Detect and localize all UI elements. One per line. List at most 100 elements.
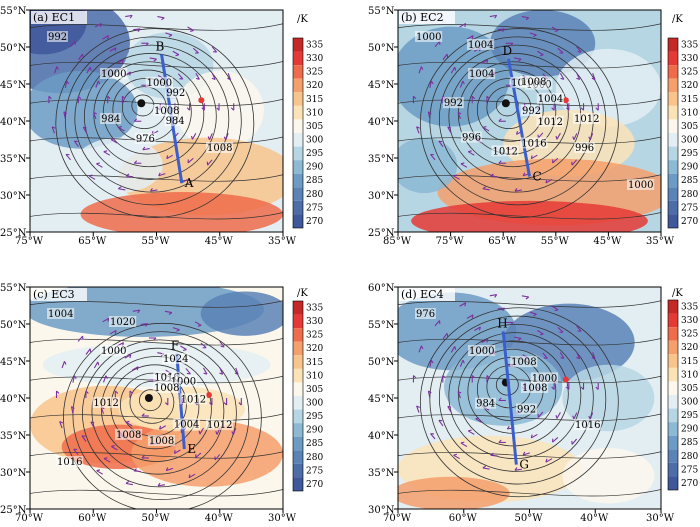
colorbar-swatch bbox=[668, 422, 678, 436]
cyclone-center-marker bbox=[502, 99, 510, 107]
colorbar-level-label: 310 bbox=[681, 370, 698, 380]
colorbar-level-label: 320 bbox=[681, 81, 698, 91]
storm-marker bbox=[198, 97, 204, 103]
colorbar-unit-label: /K bbox=[672, 14, 683, 25]
colorbar-level-label: 285 bbox=[306, 176, 323, 186]
colorbar-swatch bbox=[668, 449, 678, 463]
colorbar-swatch bbox=[293, 464, 303, 478]
section-end-label: G bbox=[519, 458, 529, 472]
colorbar-swatch bbox=[293, 410, 303, 424]
lat-label: 40°N bbox=[368, 117, 395, 128]
lon-label: 35°W bbox=[646, 236, 675, 247]
colorbar-unit-label: /K bbox=[297, 14, 308, 25]
colorbar-swatch bbox=[668, 187, 678, 201]
colorbar-swatch bbox=[668, 436, 678, 450]
lat-label: 50°N bbox=[368, 43, 395, 54]
lon-label: 65°W bbox=[488, 236, 517, 247]
lat-label: 40°N bbox=[0, 394, 27, 405]
lat-label: 60°N bbox=[368, 283, 395, 294]
lat-label: 35°N bbox=[368, 154, 395, 165]
theta-field-region bbox=[24, 71, 138, 149]
colorbar: 3353303253203153103053002952902852802752… bbox=[668, 14, 698, 228]
colorbar-level-label: 275 bbox=[681, 203, 698, 213]
colorbar-swatch bbox=[293, 214, 303, 228]
colorbar-swatch bbox=[293, 382, 303, 396]
lat-label: 55°N bbox=[0, 283, 27, 294]
pressure-label: 976 bbox=[416, 309, 435, 320]
colorbar-swatch bbox=[668, 174, 678, 188]
colorbar-swatch bbox=[668, 395, 678, 409]
lon-label: 60°W bbox=[78, 513, 107, 523]
lat-label: 55°N bbox=[368, 320, 395, 331]
panel-title: (b) EC2 bbox=[401, 11, 444, 24]
colorbar-swatch bbox=[668, 133, 678, 147]
wind-arrow-head bbox=[83, 54, 84, 57]
colorbar-swatch bbox=[668, 409, 678, 423]
colorbar-level-label: 315 bbox=[681, 95, 698, 105]
panel-title: (c) EC3 bbox=[33, 288, 75, 301]
colorbar-swatch bbox=[668, 92, 678, 106]
lat-label: 30°N bbox=[0, 468, 27, 479]
pressure-label: 1016 bbox=[575, 420, 600, 431]
colorbar-swatch bbox=[668, 368, 678, 382]
theta-field-region bbox=[391, 138, 457, 194]
pressure-label: 1020 bbox=[110, 317, 135, 328]
panel-title: (d) EC4 bbox=[401, 288, 444, 301]
colorbar-level-label: 335 bbox=[681, 303, 698, 313]
section-start-label: D bbox=[502, 44, 512, 58]
wind-arrow bbox=[126, 176, 133, 177]
pressure-label: 984 bbox=[476, 399, 495, 410]
colorbar-level-label: 320 bbox=[306, 344, 323, 354]
colorbar-level-label: 300 bbox=[681, 398, 698, 408]
pressure-label: 996 bbox=[575, 143, 594, 154]
lon-label: 50°W bbox=[515, 513, 544, 523]
cyclone-center-marker bbox=[145, 394, 153, 402]
colorbar-level-label: 330 bbox=[306, 317, 323, 327]
pressure-label: 1012 bbox=[181, 394, 206, 405]
pressure-label: 1012 bbox=[207, 420, 232, 431]
colorbar-level-label: 325 bbox=[306, 68, 323, 78]
colorbar-level-label: 280 bbox=[306, 453, 323, 463]
colorbar-swatch bbox=[668, 214, 678, 228]
colorbar-swatch bbox=[293, 106, 303, 120]
colorbar-swatch bbox=[293, 38, 303, 52]
colorbar-level-label: 290 bbox=[306, 163, 323, 173]
colorbar-level-label: 275 bbox=[681, 465, 698, 475]
colorbar-swatch bbox=[668, 106, 678, 120]
pressure-label: 1004 bbox=[538, 94, 563, 105]
colorbar-level-label: 330 bbox=[306, 54, 323, 64]
pressure-label: 1008 bbox=[207, 143, 232, 154]
colorbar-swatch bbox=[293, 328, 303, 342]
wind-arrow-head bbox=[90, 349, 91, 352]
colorbar-level-label: 290 bbox=[681, 425, 698, 435]
colorbar-swatch bbox=[668, 341, 678, 355]
wind-arrow-head bbox=[74, 141, 77, 142]
panel-ec2: DC10041000100410121016101299699210001004… bbox=[368, 6, 698, 247]
colorbar-swatch bbox=[293, 396, 303, 410]
colorbar-level-label: 305 bbox=[681, 384, 698, 394]
lat-label: 35°N bbox=[368, 468, 395, 479]
colorbar-swatch bbox=[668, 119, 678, 133]
map-area bbox=[391, 10, 674, 241]
section-end-label: E bbox=[187, 442, 196, 456]
lon-label: 75°W bbox=[15, 236, 44, 247]
pressure-label: 1008 bbox=[116, 430, 141, 441]
section-start-label: B bbox=[156, 39, 165, 53]
colorbar-swatch bbox=[668, 381, 678, 395]
colorbar-level-label: 315 bbox=[306, 95, 323, 105]
colorbar-swatch bbox=[293, 201, 303, 215]
pressure-label: 996 bbox=[462, 133, 481, 144]
pressure-label: 992 bbox=[444, 98, 463, 109]
colorbar-swatch bbox=[668, 314, 678, 328]
colorbar-level-label: 325 bbox=[681, 68, 698, 78]
pressure-label: 1004 bbox=[468, 40, 493, 51]
colorbar-level-label: 305 bbox=[681, 122, 698, 132]
pressure-label: 992 bbox=[166, 88, 185, 99]
colorbar: 3353303253203153103053002952902852802752… bbox=[293, 288, 323, 491]
wind-arrow-head bbox=[439, 141, 442, 142]
pressure-label: 1000 bbox=[101, 69, 126, 80]
pressure-label: 1008 bbox=[154, 106, 179, 117]
colorbar-level-label: 300 bbox=[306, 136, 323, 146]
theta-field-region bbox=[201, 291, 290, 335]
section-start-label: F bbox=[171, 339, 179, 353]
